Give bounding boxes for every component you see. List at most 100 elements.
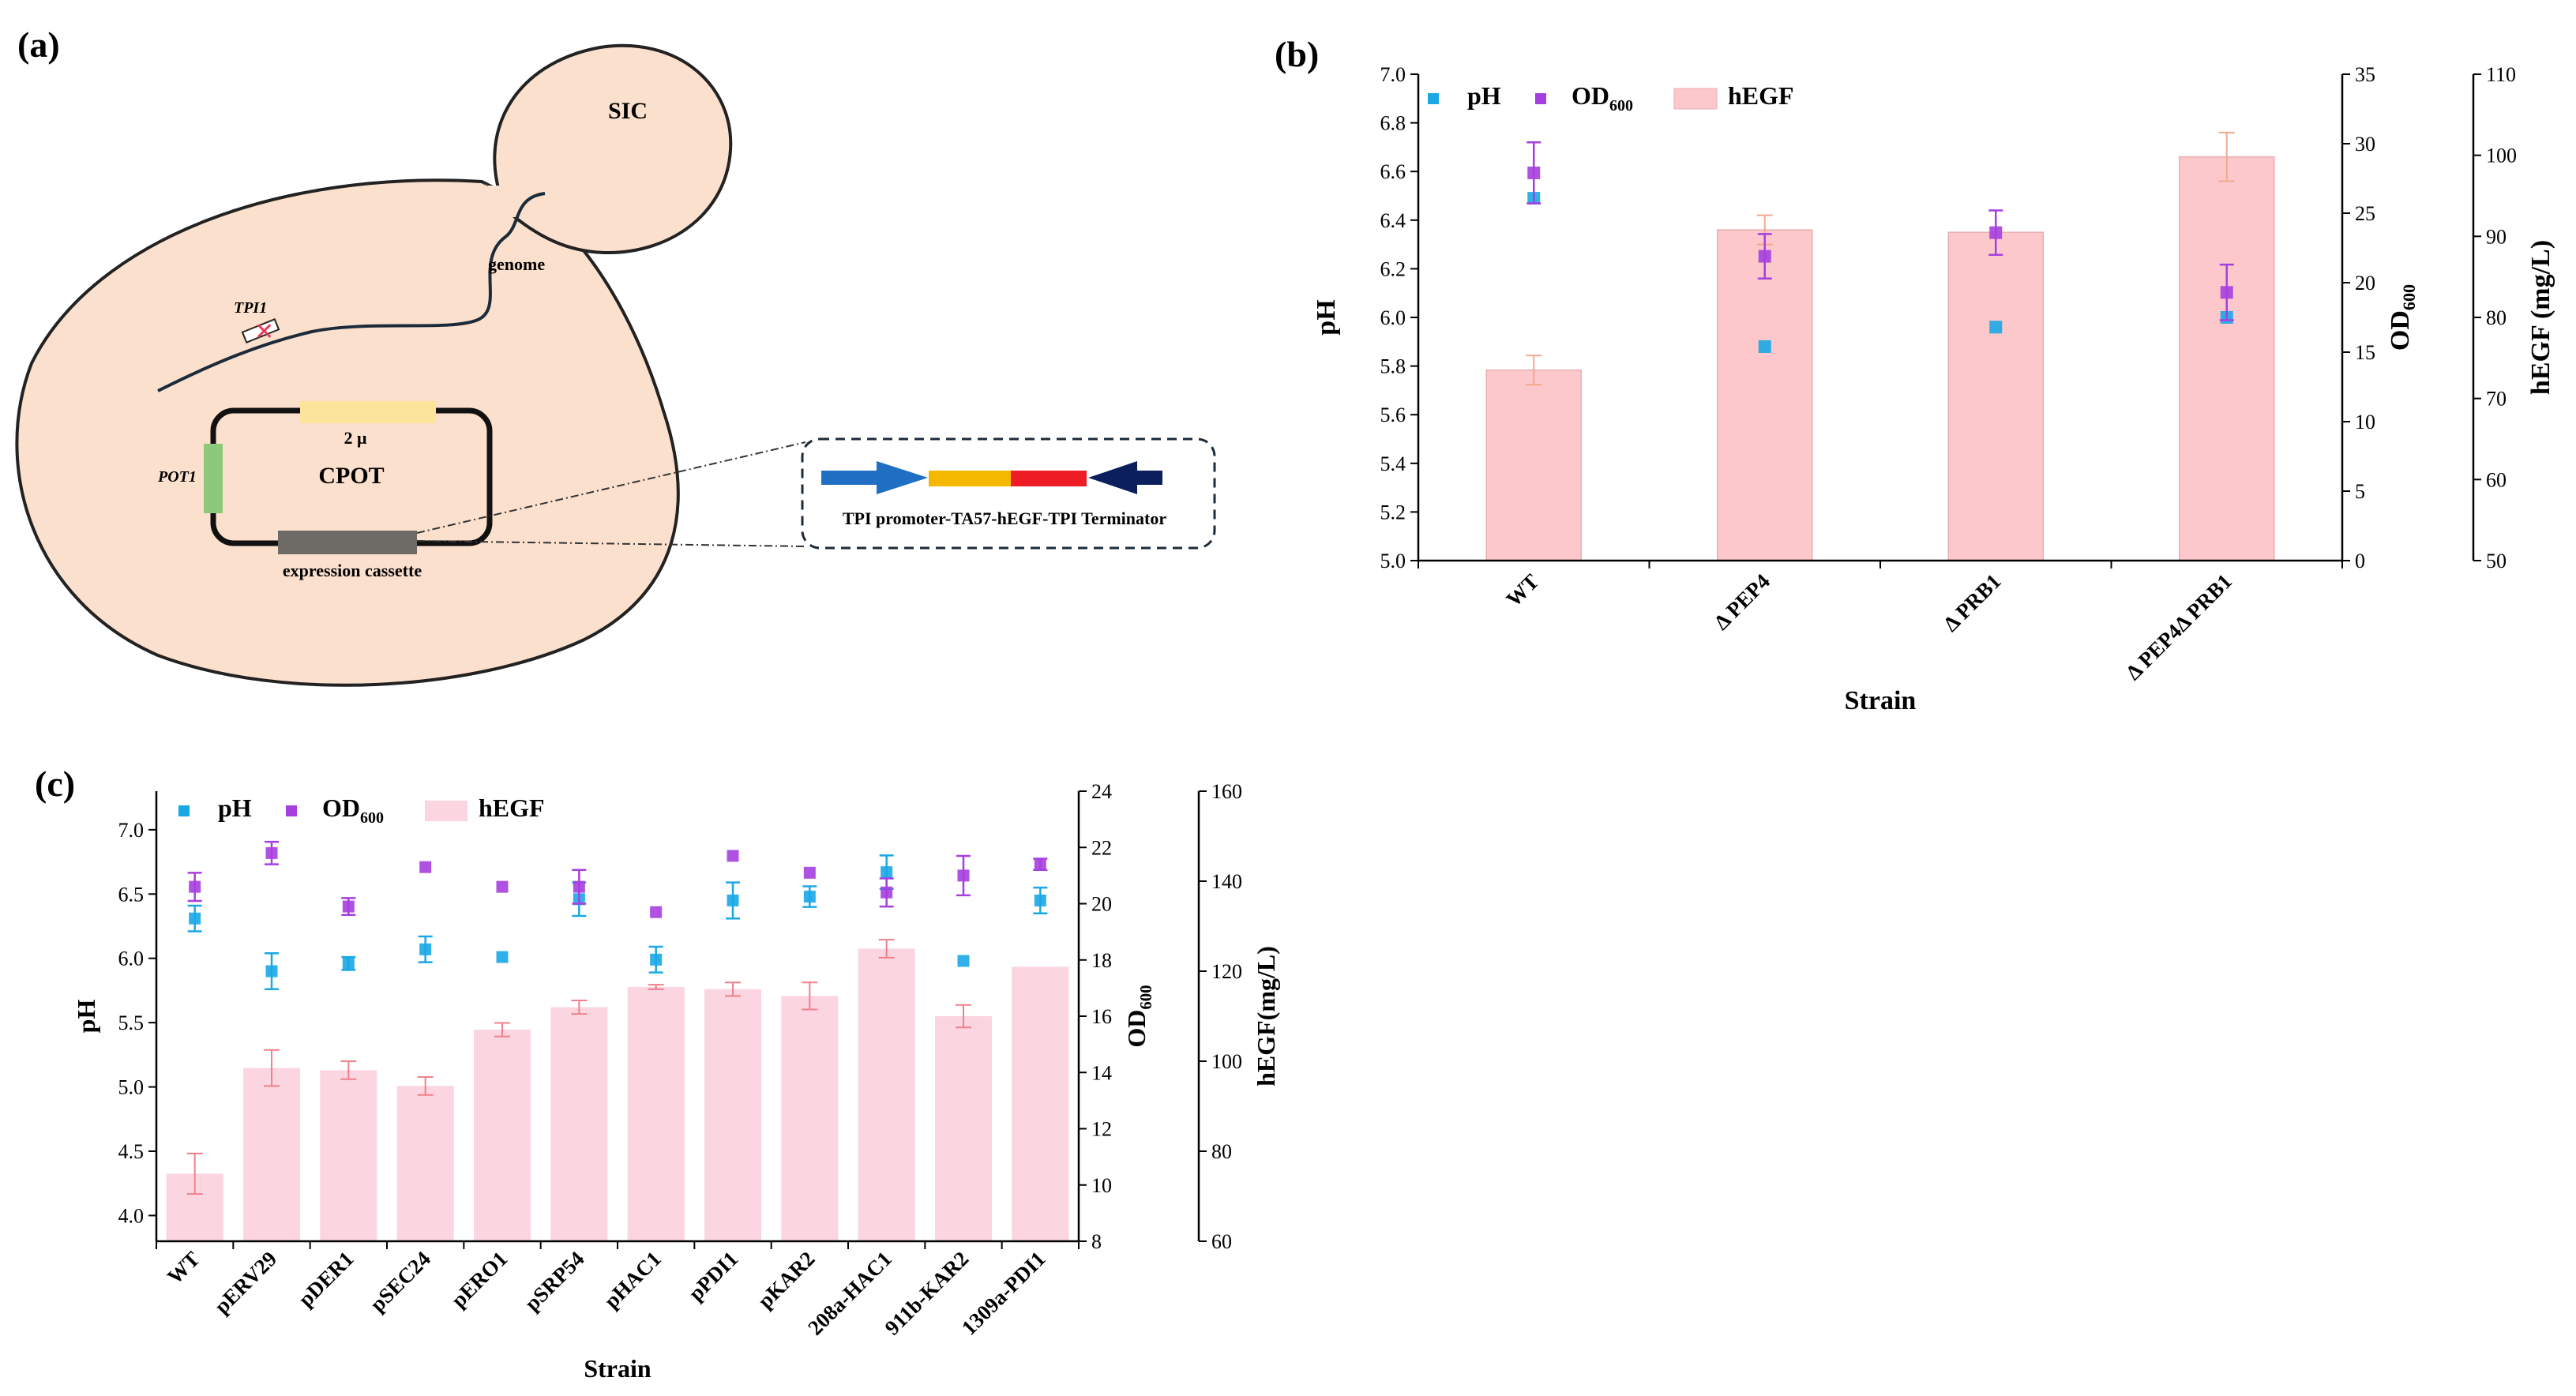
cassette-label: TPI promoter-TA57-hEGF-TPI Terminator <box>843 508 1166 528</box>
legend-od-swatch <box>286 805 297 816</box>
hegf-tick-label: 80 <box>1211 1140 1232 1163</box>
x-category-label: Δ PRB1 <box>1939 569 2006 636</box>
panel-label: (b) <box>1275 34 1319 74</box>
od-tick-label: 10 <box>1091 1174 1112 1197</box>
promoter-arrow-icon <box>877 461 928 494</box>
hegf-bar <box>858 948 915 1241</box>
cassette-gene-map <box>821 461 1162 494</box>
legend-hegf-label: hEGF <box>479 794 545 822</box>
ph-point <box>1989 321 2003 334</box>
hegf-bar <box>2179 156 2275 561</box>
ph-tick-label: 5.0 <box>118 1076 145 1099</box>
genome-line <box>157 192 546 392</box>
x-category-label: Δ PEP4Δ PRB1 <box>2121 569 2236 685</box>
od-tick-label: 18 <box>1091 949 1112 972</box>
od-point <box>573 880 585 893</box>
cpot-label: CPOT <box>318 463 384 489</box>
x-category-label: Δ PEP4 <box>1709 569 1774 635</box>
hegf-tick-label: 70 <box>2486 388 2507 411</box>
zoom-line-top <box>416 441 806 534</box>
ph-tick-label: 5.5 <box>118 1011 145 1034</box>
ph-point <box>803 891 816 903</box>
panel-label: (c) <box>35 764 75 804</box>
ph-point <box>650 953 663 966</box>
hegf-bar <box>1485 369 1582 561</box>
hegf-tick-label: 160 <box>1211 780 1242 803</box>
cassette-detail-box <box>801 437 1216 550</box>
od-tick-label: 5 <box>2355 480 2365 503</box>
ph-tick-label: 6.2 <box>1380 257 1406 280</box>
x-category-label: pPDI1 <box>684 1247 742 1305</box>
od-tick-label: 22 <box>1091 836 1112 859</box>
od-point <box>419 861 432 873</box>
ph-point <box>265 965 278 978</box>
hegf-bar <box>627 986 685 1241</box>
ph-tick-label: 5.4 <box>1380 452 1406 475</box>
hegf-axis-title: hEGF (mg/L) <box>2526 240 2555 395</box>
ph-axis-title: pH <box>72 1000 100 1034</box>
hegf-tick-label: 60 <box>1211 1230 1232 1253</box>
hegf-bar <box>1012 966 1069 1241</box>
panel-b-chart: (b) 5.0 5.2 5.4 5.6 5.8 6.0 6.2 6.4 6.6 6.8 7.0 pH WT… <box>1275 34 2555 715</box>
hegf-bar <box>320 1070 377 1241</box>
od-tick-label: 10 <box>2355 411 2375 433</box>
legend-od-swatch <box>1535 93 1546 104</box>
hegf-tick-label: 100 <box>2486 144 2517 167</box>
promoter-bar <box>821 471 878 485</box>
od-axis-title: OD600 <box>1122 985 1155 1047</box>
hegf-bar <box>474 1030 531 1241</box>
hegf-bar <box>243 1068 300 1241</box>
yeast-cell-body <box>15 178 680 687</box>
x-category-label: WT <box>163 1247 205 1289</box>
legend-hegf-swatch <box>1673 88 1718 110</box>
x-category-label: 1309a-PDI1 <box>957 1247 1050 1340</box>
od-point <box>1034 858 1046 871</box>
ph-point <box>189 912 201 925</box>
od-point <box>189 880 201 893</box>
hegf-tick-label: 80 <box>2486 306 2507 329</box>
od-point <box>2220 286 2233 299</box>
x-category-label: pERO1 <box>446 1247 512 1312</box>
od-tick-label: 16 <box>1091 1005 1112 1028</box>
od-tick-label: 8 <box>1091 1230 1102 1253</box>
yeast-bud <box>493 43 733 255</box>
legend-ph-label: pH <box>1467 81 1501 110</box>
od-point <box>881 886 893 899</box>
ph-point <box>727 894 739 906</box>
expression-cassette-label: expression cassette <box>283 561 422 580</box>
ph-point <box>419 943 432 955</box>
hegf-bar <box>396 1086 454 1241</box>
ph-tick-label: 5.2 <box>1380 501 1406 524</box>
od-point <box>650 906 663 918</box>
expression-cassette-segment <box>278 531 417 554</box>
od-tick-label: 25 <box>2355 202 2375 225</box>
od-tick-label: 24 <box>1091 780 1112 803</box>
pot1-label: POT1 <box>157 468 197 486</box>
x-category-label: pERV29 <box>210 1247 282 1319</box>
ph-tick-label: 4.0 <box>118 1204 145 1227</box>
od-axis-title: OD600 <box>2386 284 2419 351</box>
pot1-segment <box>204 444 223 513</box>
hegf-bar <box>781 996 839 1241</box>
x-category-label: pKAR2 <box>753 1247 820 1313</box>
legend-od-sub: 600 <box>360 809 384 827</box>
hegf-tick-label: 100 <box>1211 1050 1242 1073</box>
od-axis-title-main: OD <box>2386 310 2415 351</box>
legend-hegf-swatch <box>425 801 468 821</box>
tpi1-deletion-marker: ✕ <box>241 317 280 346</box>
x-category-label: pHAC1 <box>599 1247 666 1313</box>
panel-a-diagram: (a) SIC genome ✕ TPI1 2 μ CPOT POT1 expr… <box>15 24 1216 687</box>
ph-axis-title: pH <box>1312 299 1341 335</box>
od-tick-label: 30 <box>2355 133 2375 156</box>
ph-tick-label: 6.8 <box>1380 112 1406 135</box>
legend-od-label: OD600 <box>322 794 384 827</box>
x-mark-icon: ✕ <box>254 318 274 346</box>
ph-tick-label: 5.8 <box>1380 355 1406 378</box>
od-point <box>1758 250 1771 263</box>
od-tick-label: 14 <box>1091 1061 1112 1084</box>
legend-ph-swatch <box>178 805 190 816</box>
legend-od-main: OD <box>1572 81 1609 110</box>
hegf-segment <box>1011 471 1087 486</box>
ph-tick-label: 5.6 <box>1380 403 1406 426</box>
